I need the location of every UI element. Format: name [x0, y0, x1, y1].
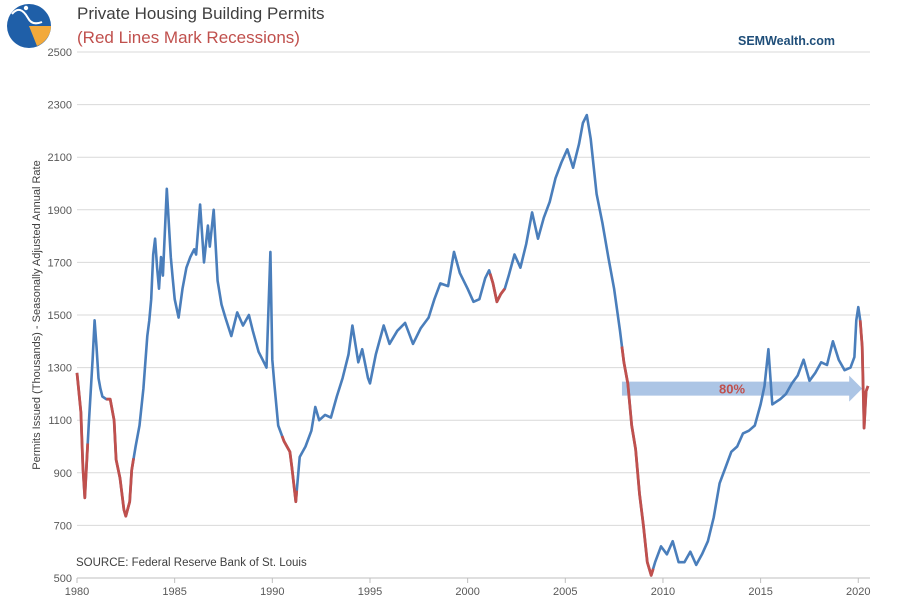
x-tick-label-2015: 2015 [748, 586, 772, 598]
x-tick-label-2005: 2005 [553, 586, 577, 598]
axes: 500 700 900 1100 1300 1500 1700 1900 2100 2300 250… [31, 47, 871, 598]
recession-segment-5 [620, 346, 655, 577]
gridlines [77, 51, 870, 579]
annotation-label: 80% [719, 382, 745, 397]
semwealth-logo-icon [7, 4, 51, 48]
y-tick-label-500: 500 [54, 573, 72, 585]
x-tick-label-2020: 2020 [846, 586, 870, 598]
growth-arrow: 80% [621, 375, 863, 402]
y-tick-label-2300: 2300 [48, 100, 72, 112]
y-tick-label-1700: 1700 [48, 257, 72, 269]
x-tick-label-1980: 1980 [65, 586, 89, 598]
x-tick-label-2010: 2010 [651, 586, 675, 598]
y-axis-label: Permits Issued (Thousands) - Seasonally … [31, 160, 43, 469]
y-tick-label-1500: 1500 [48, 310, 72, 322]
chart-title: Private Housing Building Permits [77, 4, 325, 23]
recession-segments [75, 273, 870, 577]
recession-segment-2 [106, 397, 135, 518]
recession-segment-6 [858, 320, 870, 430]
permits-series [75, 113, 870, 577]
y-tick-label-1900: 1900 [48, 205, 72, 217]
arrow-shape [621, 375, 863, 402]
brand-link[interactable]: SEMWealth.com [738, 34, 836, 48]
recession-segment-1 [75, 372, 90, 500]
x-tick-label-1995: 1995 [358, 586, 382, 598]
x-tick-label-2000: 2000 [455, 586, 479, 598]
series-line [75, 113, 870, 577]
y-tick-label-1300: 1300 [48, 363, 72, 375]
x-tick-label-1985: 1985 [162, 586, 186, 598]
source-note: SOURCE: Federal Reserve Bank of St. Loui… [76, 557, 307, 569]
y-tick-label-2100: 2100 [48, 152, 72, 164]
x-tick-label-1990: 1990 [260, 586, 284, 598]
y-tick-label-900: 900 [54, 468, 72, 480]
y-tick-label-1100: 1100 [48, 415, 72, 427]
y-tick-label-700: 700 [54, 520, 72, 532]
recession-segment-3 [280, 435, 299, 504]
chart-subtitle: (Red Lines Mark Recessions) [77, 28, 300, 47]
recession-segment-4 [488, 273, 506, 304]
y-tick-label-2500: 2500 [48, 47, 72, 59]
